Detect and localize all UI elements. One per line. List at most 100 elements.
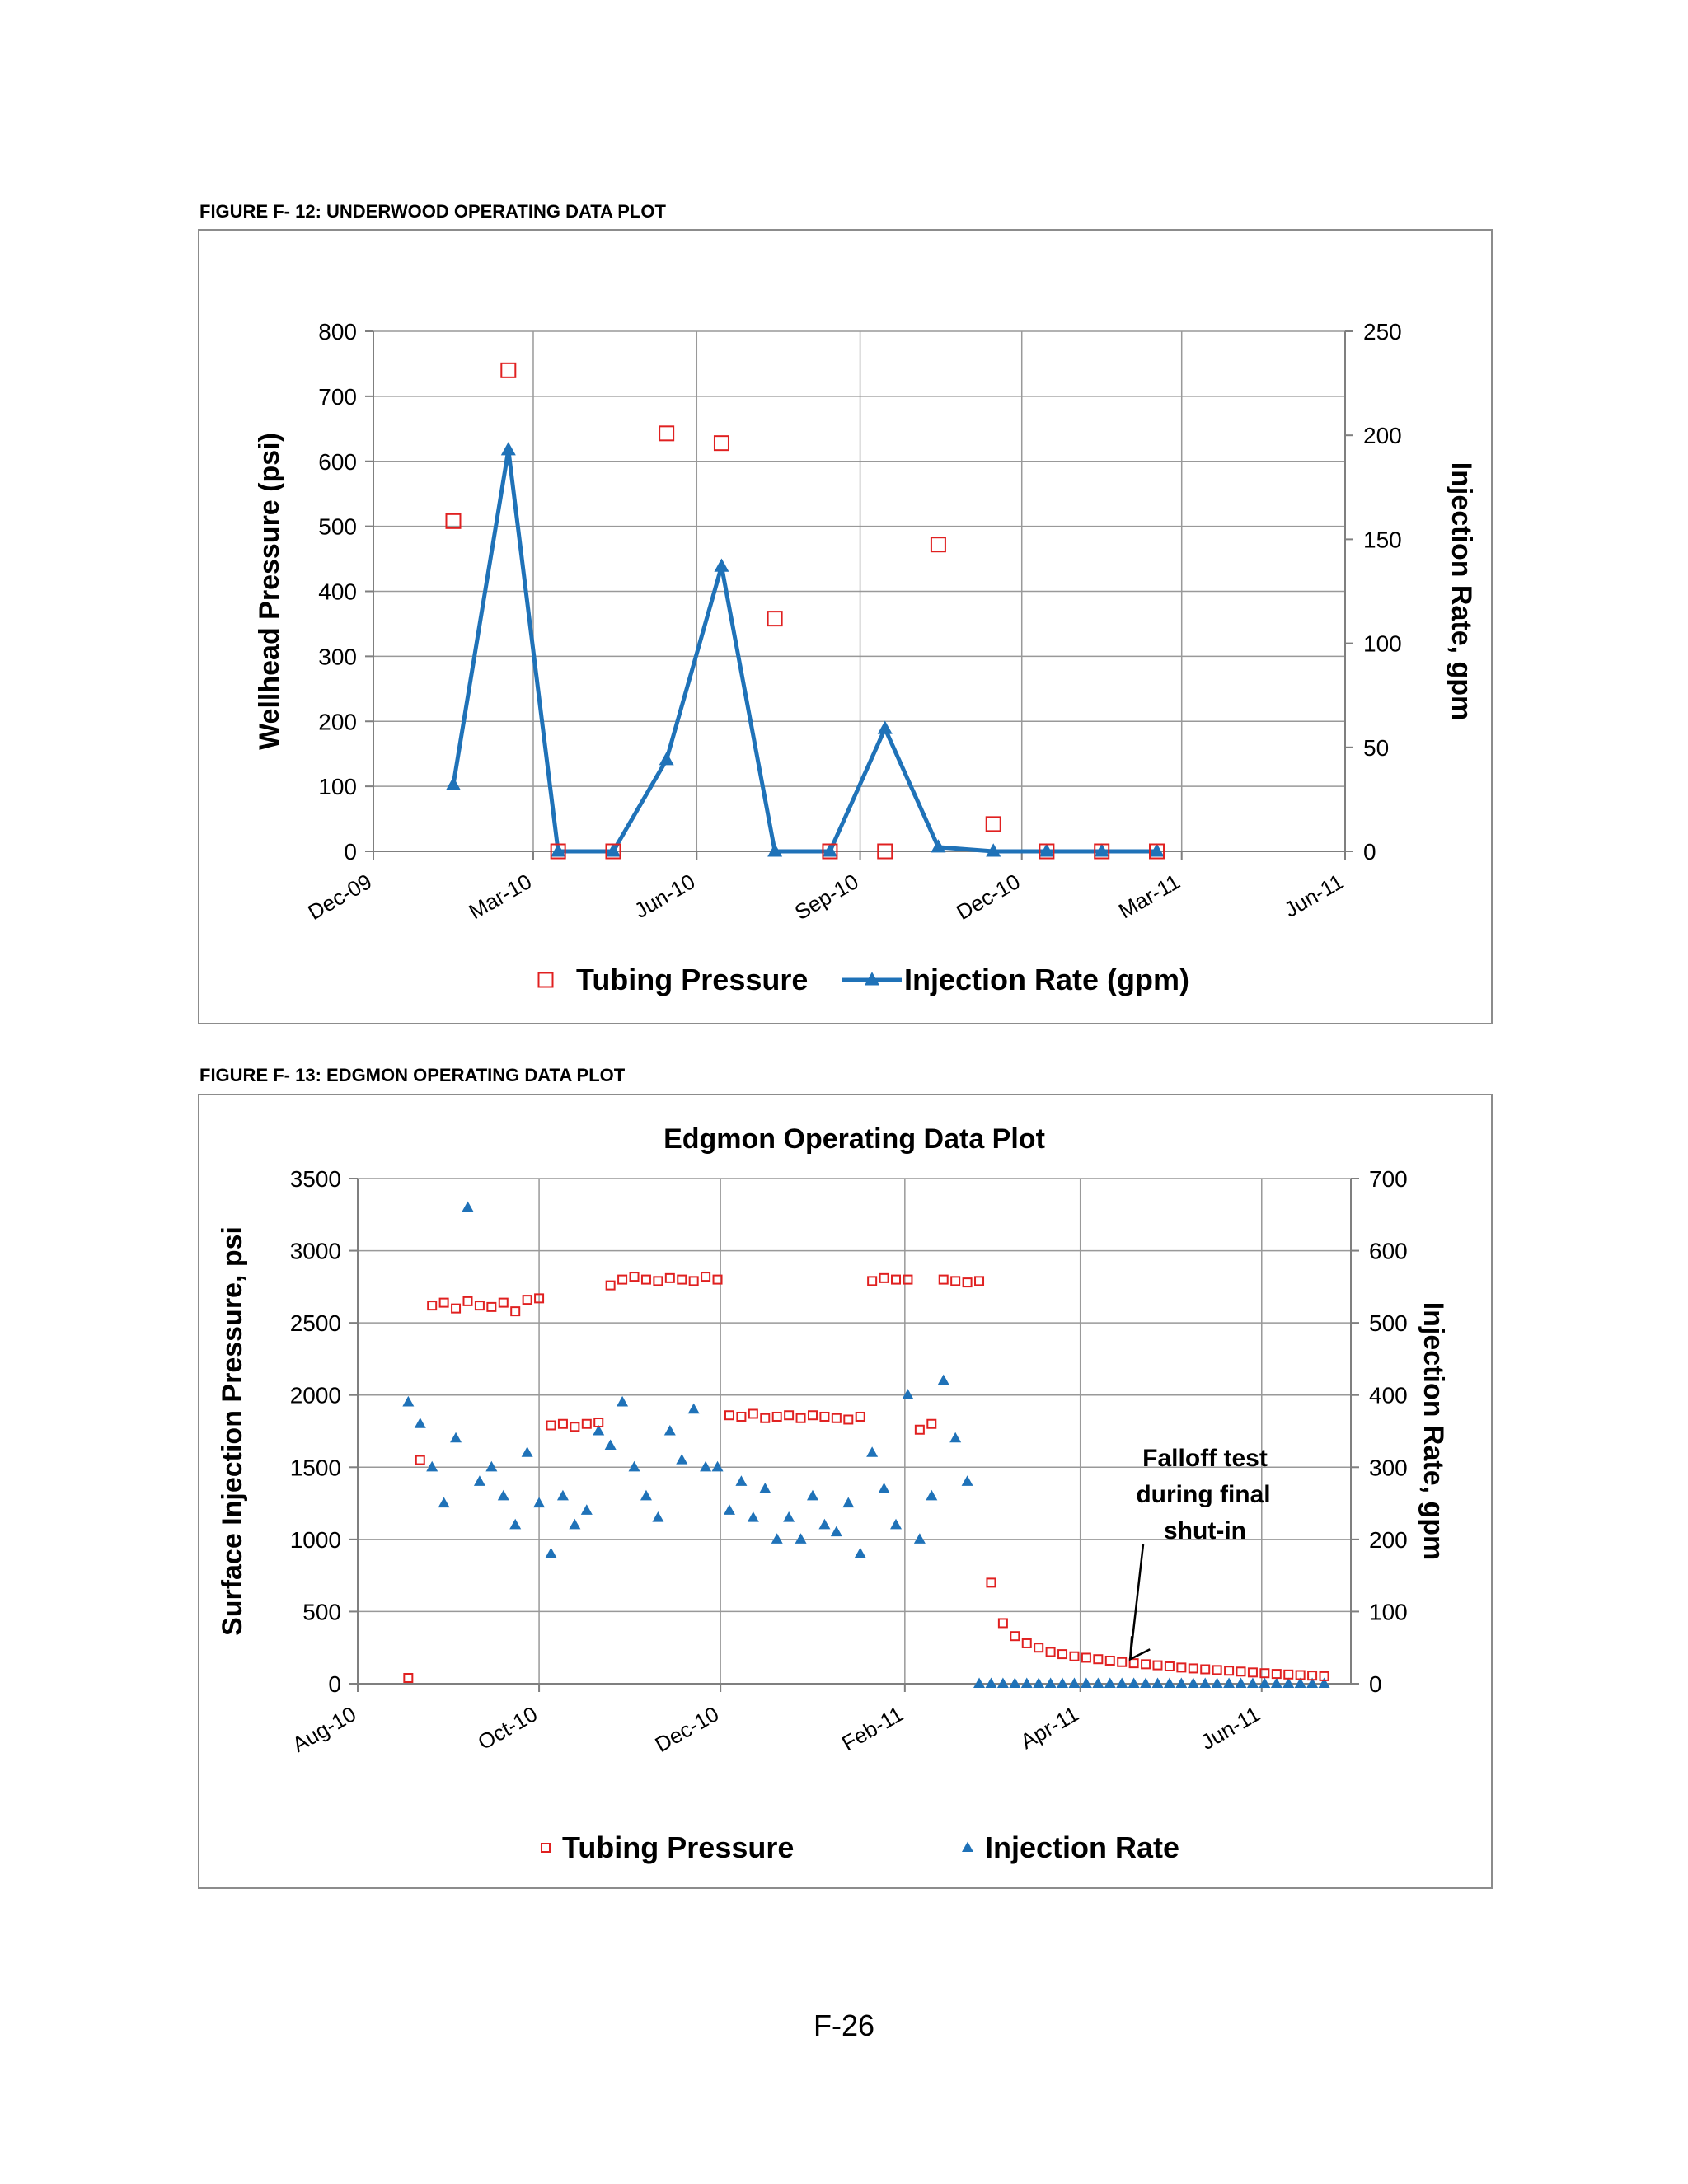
- injection-rate-point: [545, 1547, 557, 1558]
- legend-injection-rate-label: Injection Rate: [985, 1830, 1179, 1864]
- injection-rate-point: [961, 1475, 973, 1486]
- tubing-pressure-point: [1045, 1647, 1056, 1657]
- tubing-pressure-point: [760, 1413, 771, 1423]
- y2-tick-label: 700: [1369, 1166, 1408, 1192]
- injection-rate-point: [500, 442, 516, 456]
- y-tick-label: 3500: [290, 1166, 341, 1192]
- injection-rate-point: [1009, 1677, 1021, 1689]
- injection-rate-point: [628, 1460, 640, 1472]
- tubing-pressure-point: [617, 1274, 628, 1285]
- injection-rate-point: [473, 1475, 485, 1486]
- tubing-pressure-point: [534, 1293, 545, 1304]
- injection-rate-point: [485, 1460, 498, 1472]
- y-tick-label: 700: [318, 384, 357, 410]
- injection-rate-point: [438, 1497, 450, 1508]
- tubing-pressure-point: [546, 1420, 556, 1431]
- x-tick-label: Jun-11: [1280, 869, 1348, 922]
- injection-rate-point: [676, 1453, 688, 1465]
- injection-rate-point: [913, 1533, 926, 1544]
- injection-rate-point: [1187, 1677, 1199, 1689]
- y-tick-label: 400: [318, 579, 357, 605]
- tubing-pressure-point: [877, 843, 893, 860]
- tubing-pressure-point: [498, 1297, 509, 1308]
- injection-rate-point: [926, 1489, 938, 1501]
- tubing-pressure-point: [605, 843, 621, 860]
- y-tick-label: 0: [328, 1671, 341, 1697]
- injection-rate-point: [1039, 843, 1054, 857]
- injection-rate-point: [806, 1489, 818, 1501]
- tubing-pressure-point: [629, 1272, 640, 1282]
- injection-rate-point: [569, 1518, 581, 1530]
- injection-rate-point: [1163, 1677, 1175, 1689]
- injection-rate-point: [640, 1489, 652, 1501]
- tubing-pressure-point: [767, 611, 783, 627]
- injection-rate-point: [509, 1518, 522, 1530]
- tubing-pressure-point: [1319, 1671, 1329, 1681]
- tubing-pressure-point: [474, 1301, 485, 1311]
- injection-rate-point: [1282, 1677, 1295, 1689]
- tubing-pressure-point: [1128, 1658, 1139, 1669]
- injection-rate-point: [822, 843, 837, 857]
- injection-rate-point: [445, 776, 461, 790]
- injection-rate-point: [878, 1482, 890, 1493]
- tubing-pressure-point: [807, 1410, 818, 1421]
- tubing-pressure-point: [653, 1276, 663, 1286]
- injection-rate-point: [1199, 1677, 1212, 1689]
- injection-rate-point: [1140, 1677, 1152, 1689]
- injection-rate-point: [1246, 1677, 1259, 1689]
- injection-rate-point: [604, 1439, 617, 1451]
- injection-rate-point: [795, 1533, 807, 1544]
- y-axis-title: Wellhead Pressure (psi): [254, 433, 285, 750]
- injection-rate-point: [605, 843, 621, 857]
- tubing-pressure-point: [550, 843, 566, 860]
- annotation-line-3: shut-in: [1164, 1517, 1246, 1544]
- annotation-line-1: Falloff test: [1142, 1445, 1268, 1472]
- y-tick-label: 800: [318, 319, 357, 344]
- injection-rate-point: [1128, 1677, 1140, 1689]
- tubing-pressure-point: [855, 1411, 865, 1422]
- x-tick-label: Oct-10: [473, 1701, 542, 1755]
- injection-rate-point: [1318, 1677, 1330, 1689]
- tubing-pressure-point: [724, 1410, 734, 1421]
- injection-rate-point: [580, 1504, 593, 1515]
- injection-rate-point: [1020, 1677, 1033, 1689]
- tubing-pressure-point: [950, 1276, 961, 1286]
- tubing-pressure-point: [985, 816, 1001, 832]
- tubing-pressure-point: [593, 1417, 604, 1427]
- injection-rate-point: [1033, 1677, 1045, 1689]
- injection-rate-point: [890, 1518, 903, 1530]
- injection-rate-point: [714, 558, 729, 572]
- tubing-pressure-point: [462, 1296, 473, 1306]
- tubing-pressure-point: [427, 1301, 438, 1311]
- injection-rate-line: [451, 448, 1157, 854]
- y-tick-label: 2000: [290, 1383, 341, 1408]
- tubing-pressure-point: [1117, 1657, 1128, 1667]
- y-tick-label: 200: [318, 709, 357, 734]
- tubing-pressure-point: [1094, 843, 1110, 860]
- x-tick-label: Mar-10: [465, 869, 536, 924]
- injection-rate-point: [723, 1504, 735, 1515]
- tubing-pressure-point: [736, 1411, 747, 1422]
- injection-rate-point: [659, 752, 674, 766]
- injection-rate-point: [1294, 1677, 1306, 1689]
- y2-tick-label: 100: [1363, 631, 1402, 657]
- y2-tick-label: 0: [1363, 839, 1376, 865]
- injection-rate-point: [950, 1432, 962, 1443]
- tubing-pressure-point: [1283, 1669, 1294, 1680]
- injection-rate-point: [1211, 1677, 1223, 1689]
- tubing-pressure-point: [771, 1411, 782, 1422]
- injection-rate-point: [877, 720, 893, 734]
- x-tick-label: Apr-11: [1016, 1701, 1083, 1754]
- tubing-pressure-point: [795, 1413, 806, 1423]
- tubing-pressure-point: [640, 1274, 651, 1285]
- tubing-pressure-point: [713, 435, 729, 452]
- y-axis-title: Surface Injection Pressure, psi: [217, 1226, 248, 1636]
- injection-rate-point: [551, 843, 566, 857]
- annotation-line-2: during final: [1136, 1481, 1270, 1508]
- tubing-pressure-point: [688, 1276, 699, 1286]
- tubing-pressure-point: [1295, 1670, 1306, 1680]
- edgmon-chart: 0 500 1000 1500 2000 2500 3000 3500 0 100 200 300 40…: [217, 1123, 1449, 1864]
- tubing-pressure-point: [659, 425, 675, 442]
- injection-rate-point: [700, 1460, 712, 1472]
- x-tick-label: Mar-11: [1114, 869, 1184, 923]
